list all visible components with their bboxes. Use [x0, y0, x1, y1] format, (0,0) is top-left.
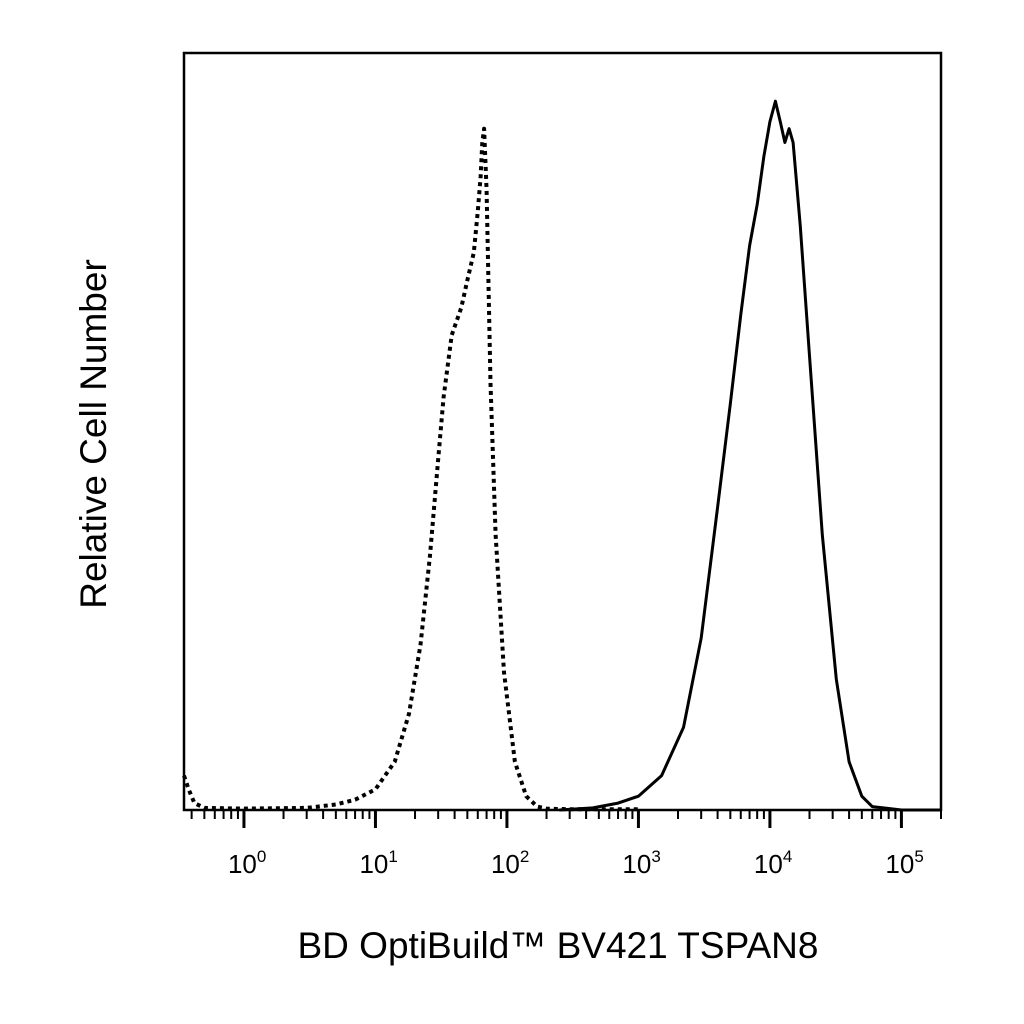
stained-sample-curve [559, 99, 941, 812]
y-axis-label: Relative Cell Number [73, 259, 114, 609]
x-axis-tick-labels: 100 101 102 103 104 105 [228, 847, 924, 879]
x-tick-label: 102 [491, 847, 529, 879]
x-tick-label: 101 [359, 847, 397, 879]
plot-frame [182, 51, 943, 812]
x-tick-label: 104 [754, 847, 792, 879]
x-tick-label: 103 [622, 847, 660, 879]
x-axis-label: BD OptiBuild™ BV421 TSPAN8 [298, 925, 819, 966]
x-axis-ticks [190, 810, 942, 828]
x-tick-label: 100 [228, 847, 266, 879]
x-tick-label: 105 [885, 847, 923, 879]
series-layer [182, 99, 941, 812]
isotype-control-curve [182, 126, 639, 812]
